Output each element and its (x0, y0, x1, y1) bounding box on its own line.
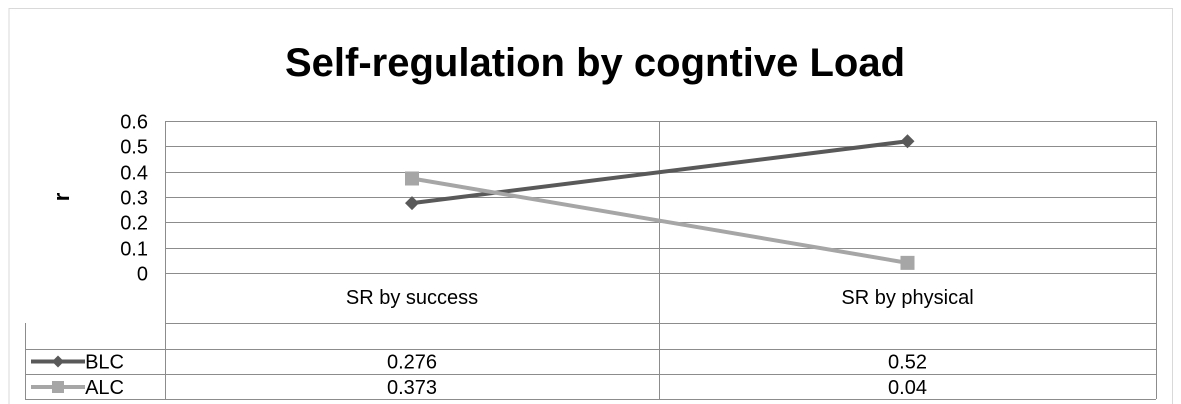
y-tick-label: 0.4 (120, 163, 148, 185)
data-table-value: 0.52 (888, 352, 927, 374)
chart-border (8, 8, 1173, 404)
data-point-ALC (900, 255, 915, 270)
series-markers (405, 134, 915, 270)
data-table-value: 0.276 (387, 352, 437, 374)
y-axis-label: r (49, 192, 74, 201)
data-table: SR by success SR by physical BLC 0.276 0.52 A… (25, 121, 1157, 400)
y-axis-ticks: 0 0.1 0.2 0.3 0.4 0.5 0.6 (120, 112, 148, 286)
x-category-label: SR by success (346, 287, 478, 309)
chart-title: Self-regulation by cogntive Load (285, 41, 905, 85)
data-point-BLC (405, 196, 419, 211)
legend-series-name: ALC (85, 377, 124, 399)
series-lines (411, 139, 908, 265)
y-tick-label: 0.5 (120, 137, 148, 159)
legend-key-marker (52, 355, 64, 368)
data-point-BLC (900, 134, 915, 149)
y-tick-label: 0.3 (120, 188, 148, 210)
y-tick-label: 0.6 (120, 112, 148, 134)
legend-series-name: BLC (85, 352, 124, 374)
data-table-value: 0.04 (888, 377, 927, 399)
x-category-label: SR by physical (841, 287, 973, 309)
data-point-ALC (405, 171, 419, 186)
gridlines (165, 121, 1156, 274)
legend-key-marker (52, 381, 64, 393)
series-line-ALC (411, 176, 908, 265)
y-tick-label: 0.2 (120, 213, 148, 235)
y-tick-label: 0.1 (120, 239, 148, 261)
y-tick-label: 0 (137, 264, 148, 286)
data-table-value: 0.373 (387, 377, 437, 399)
